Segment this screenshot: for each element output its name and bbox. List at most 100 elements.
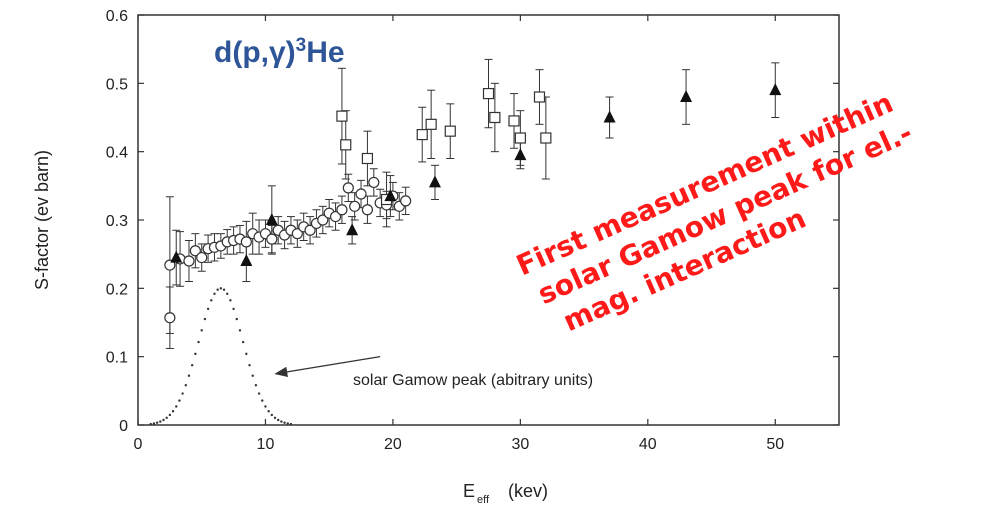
gamow-peak-dot bbox=[277, 418, 280, 422]
data-point-square bbox=[444, 125, 456, 137]
data-point-triangle bbox=[265, 213, 278, 225]
data-point-triangle bbox=[346, 223, 359, 236]
data-point-circle bbox=[355, 188, 367, 200]
data-point-circle bbox=[291, 228, 303, 240]
gamow-peak-dot bbox=[219, 287, 223, 290]
gamow-peak-dot bbox=[175, 405, 178, 408]
gamow-peak-dot bbox=[254, 384, 258, 387]
data-point-circle bbox=[189, 245, 201, 257]
data-point-triangle bbox=[603, 110, 616, 123]
data-point-circle bbox=[336, 204, 348, 216]
data-point-square bbox=[361, 152, 374, 165]
gamow-peak-dot bbox=[190, 363, 194, 367]
gamow-peak-label: solar Gamow peak (abitrary units) bbox=[353, 372, 593, 389]
callout-text: First measurement within solar Gamow pea… bbox=[511, 86, 917, 338]
gamow-peak-dot bbox=[165, 416, 168, 420]
x-tick-label: 50 bbox=[766, 436, 784, 453]
data-point-circle bbox=[368, 176, 380, 189]
gamow-peak-dot bbox=[162, 418, 165, 422]
gamow-peak-dot bbox=[257, 392, 261, 395]
gamow-peak-dot bbox=[194, 352, 197, 356]
data-point-circle bbox=[164, 312, 176, 324]
data-point-square bbox=[340, 139, 352, 151]
gamow-peak-dot bbox=[159, 420, 162, 423]
data-point-triangle bbox=[680, 90, 693, 102]
data-point-square bbox=[489, 111, 501, 124]
data-point-circle bbox=[183, 255, 195, 267]
x-axis-title: E eff (kev) bbox=[463, 481, 548, 506]
x-tick-label: 0 bbox=[134, 436, 143, 453]
y-tick-label: 0.4 bbox=[106, 145, 128, 162]
data-point-triangle bbox=[514, 148, 527, 161]
gamow-peak-dot bbox=[222, 288, 226, 291]
data-point-square bbox=[508, 115, 520, 127]
gamow-peak-dot bbox=[226, 292, 229, 295]
data-point-square bbox=[416, 128, 428, 141]
gamow-peak-dot bbox=[264, 405, 267, 408]
data-point-triangle bbox=[428, 175, 441, 188]
data-point-circle bbox=[196, 251, 208, 264]
data-point-circle bbox=[164, 259, 176, 271]
data-point-circle bbox=[240, 236, 252, 248]
callout-line-2: solar Gamow peak for el.- bbox=[533, 116, 917, 311]
x-axis-title-unit: (kev) bbox=[508, 481, 548, 501]
gamow-peak-dot bbox=[187, 374, 191, 377]
y-tick-label: 0.2 bbox=[106, 281, 128, 298]
gamow-peak-dot bbox=[273, 416, 277, 420]
gamow-peak-arrow bbox=[274, 356, 381, 377]
data-point-circle bbox=[349, 200, 361, 212]
gamow-peak-dot bbox=[286, 422, 289, 425]
gamow-peak-dot bbox=[241, 340, 245, 344]
x-tick-label: 10 bbox=[257, 436, 275, 453]
gamow-peak-dot bbox=[213, 292, 216, 295]
gamow-peak-dot bbox=[245, 352, 248, 356]
gamow-peak-dot bbox=[238, 329, 242, 332]
gamow-peak-dot bbox=[289, 422, 293, 426]
gamow-peak-dot bbox=[200, 329, 203, 332]
axis-ticks bbox=[137, 14, 839, 426]
data-point-square bbox=[514, 132, 526, 144]
gamow-peak-dot bbox=[206, 307, 210, 311]
gamow-peak-curve bbox=[149, 287, 293, 426]
gamow-peak-dot bbox=[197, 340, 200, 344]
gamow-peak-dot bbox=[203, 317, 207, 321]
y-tick-label: 0.3 bbox=[106, 213, 128, 230]
x-tick-label: 30 bbox=[511, 436, 529, 453]
data-point-circle bbox=[266, 233, 278, 245]
gamow-peak-dot bbox=[168, 413, 172, 417]
gamow-peak-dot bbox=[235, 317, 238, 321]
gamow-peak-dot bbox=[229, 299, 232, 302]
data-point-triangle bbox=[769, 83, 782, 96]
data-point-circle bbox=[329, 210, 342, 223]
data-point-triangle bbox=[170, 250, 183, 263]
gamow-peak-dot bbox=[210, 299, 213, 302]
data-point-circle bbox=[304, 224, 316, 236]
data-points bbox=[164, 83, 782, 324]
gamow-peak-dot bbox=[248, 363, 251, 367]
y-tick-label: 0.6 bbox=[106, 8, 128, 25]
gamow-peak-dot bbox=[149, 422, 152, 426]
data-point-circle bbox=[361, 204, 374, 216]
gamow-peak-dot bbox=[270, 413, 274, 417]
data-point-circle bbox=[342, 182, 354, 194]
gamow-peak-dot bbox=[155, 421, 159, 424]
gamow-peak-dot bbox=[261, 399, 264, 402]
x-tick-label: 20 bbox=[384, 436, 402, 453]
data-point-square bbox=[425, 118, 437, 130]
gamow-peak-dot bbox=[251, 374, 254, 377]
data-point-square bbox=[533, 91, 546, 103]
gamow-peak-dot bbox=[280, 420, 283, 423]
y-axis-title: S-factor (ev barn) bbox=[32, 150, 52, 290]
data-point-triangle bbox=[240, 254, 253, 266]
gamow-peak-dot bbox=[181, 392, 184, 395]
reaction-label: d(p,γ)3He bbox=[214, 35, 345, 69]
x-axis-title-subscript: eff bbox=[477, 494, 490, 506]
gamow-peak-dot bbox=[283, 421, 286, 424]
data-point-square bbox=[540, 132, 552, 144]
gamow-peak-dot bbox=[152, 422, 156, 425]
gamow-peak-dot bbox=[232, 307, 235, 311]
y-tick-label: 0.1 bbox=[106, 350, 128, 367]
y-tick-label: 0 bbox=[119, 418, 128, 435]
gamow-peak-dot bbox=[184, 384, 187, 387]
